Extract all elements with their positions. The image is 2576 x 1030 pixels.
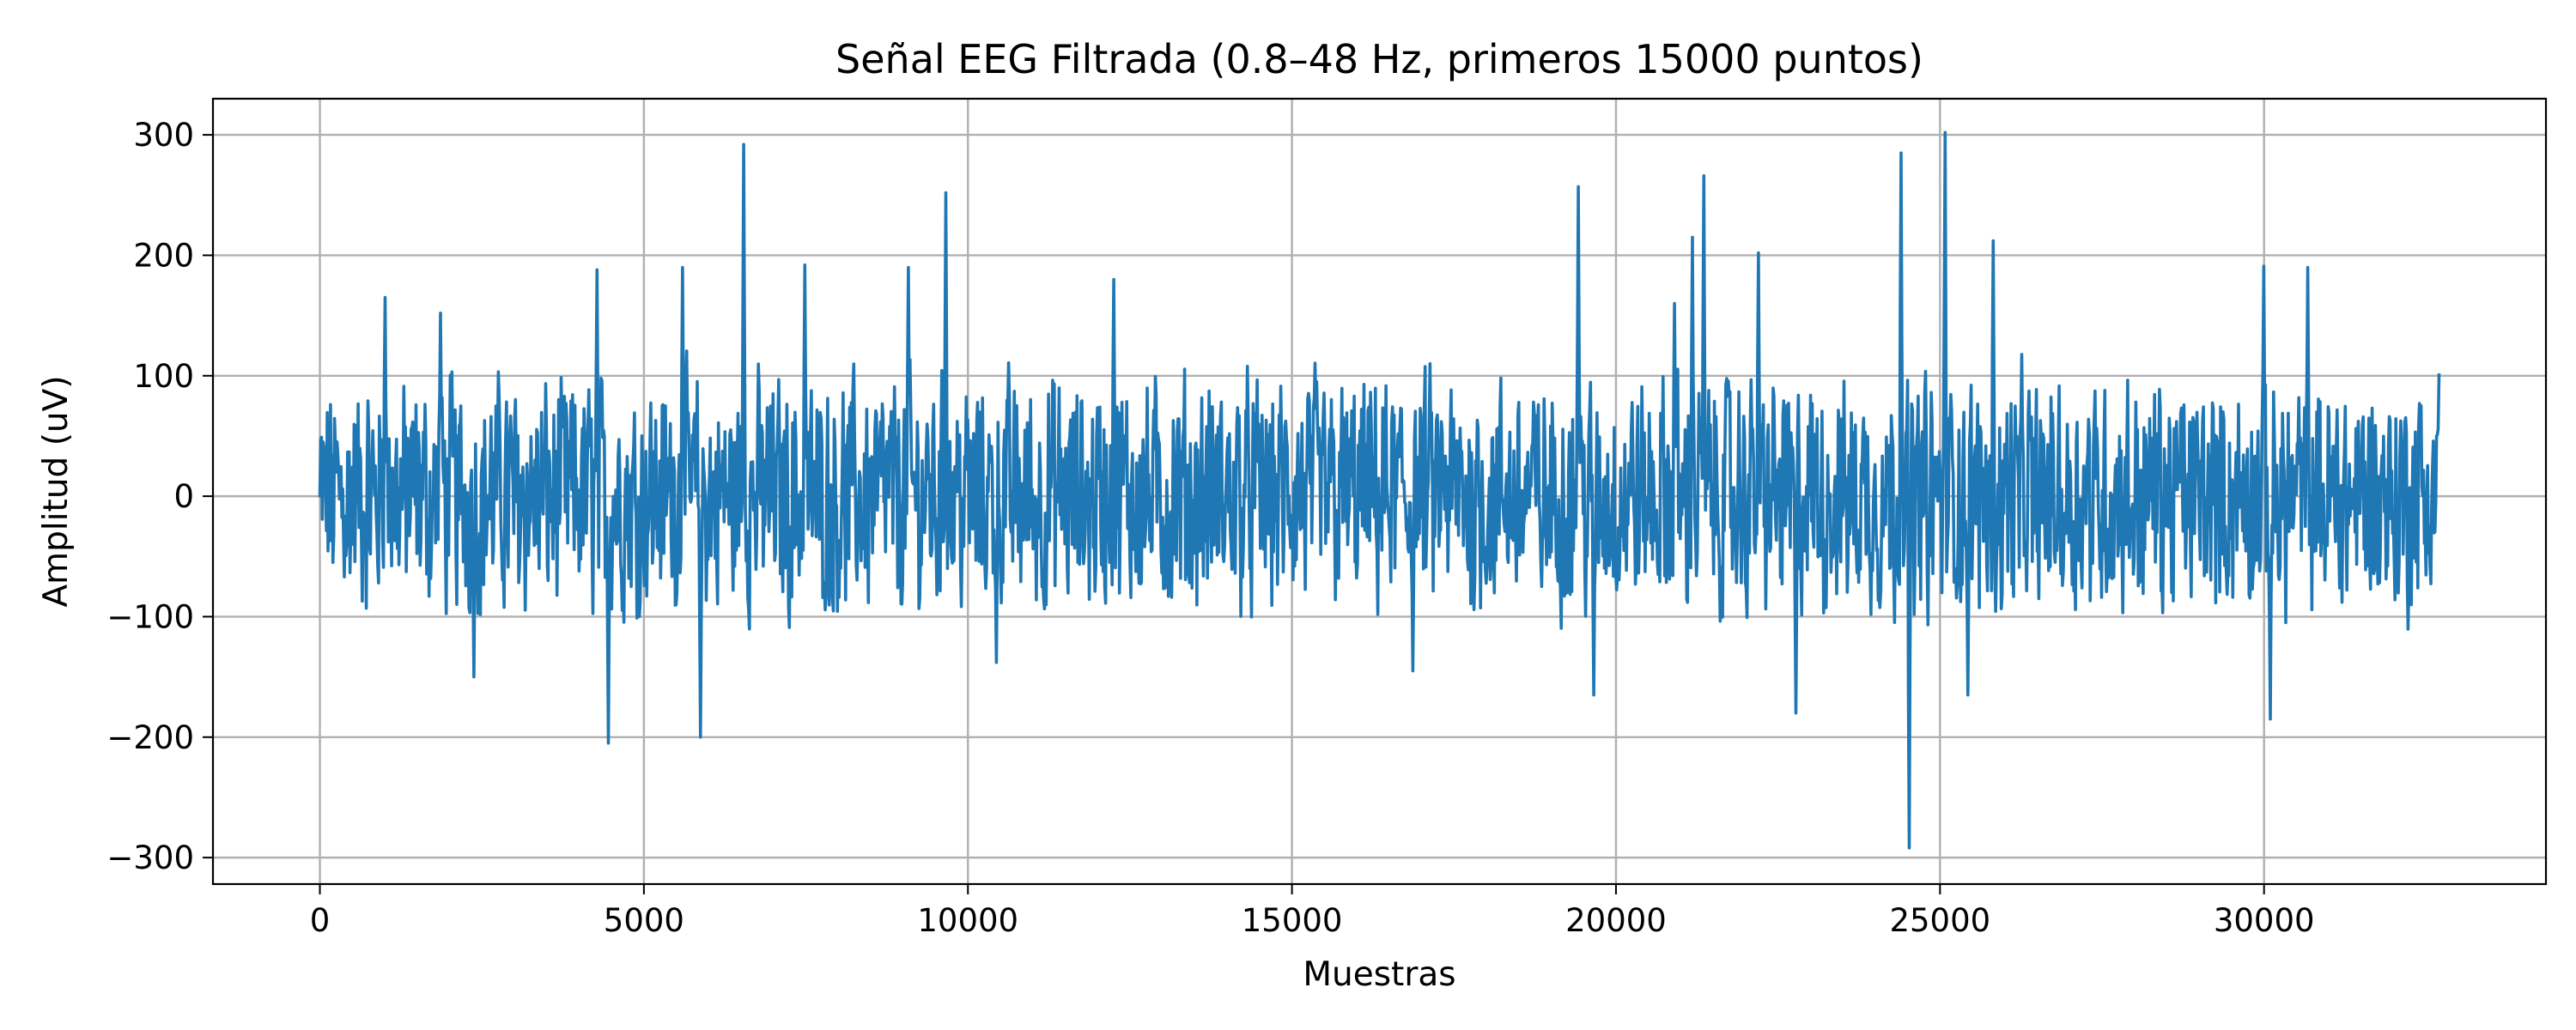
x-axis-label: Muestras (1303, 955, 1455, 994)
plot-frame (211, 97, 2548, 886)
y-tick-label: −100 (106, 598, 194, 635)
x-tick-label: 25000 (1889, 902, 1990, 939)
x-tick-label: 20000 (1565, 902, 1667, 939)
x-tick-label: 15000 (1242, 902, 1343, 939)
y-tick-label: −200 (106, 719, 194, 756)
y-tick-label: −300 (106, 839, 194, 876)
x-tick-label: 10000 (917, 902, 1018, 939)
x-tick-label: 5000 (604, 902, 684, 939)
axis-ticks: 0 5000 10000 15000 20000 25000 30000 −300 −200 −1… (106, 117, 2314, 939)
y-axis-label: Amplitud (uV) (37, 375, 76, 607)
y-tick-label: 300 (133, 117, 194, 154)
chart-title: Señal EEG Filtrada (0.8–48 Hz, primeros … (835, 36, 1923, 82)
plot-series (318, 130, 2441, 850)
y-tick-label: 200 (133, 237, 194, 274)
eeg-signal-line (318, 130, 2441, 850)
y-tick-label: 0 (173, 478, 194, 515)
y-tick-label: 100 (133, 358, 194, 395)
x-tick-label: 0 (310, 902, 331, 939)
x-tick-label: 30000 (2214, 902, 2315, 939)
